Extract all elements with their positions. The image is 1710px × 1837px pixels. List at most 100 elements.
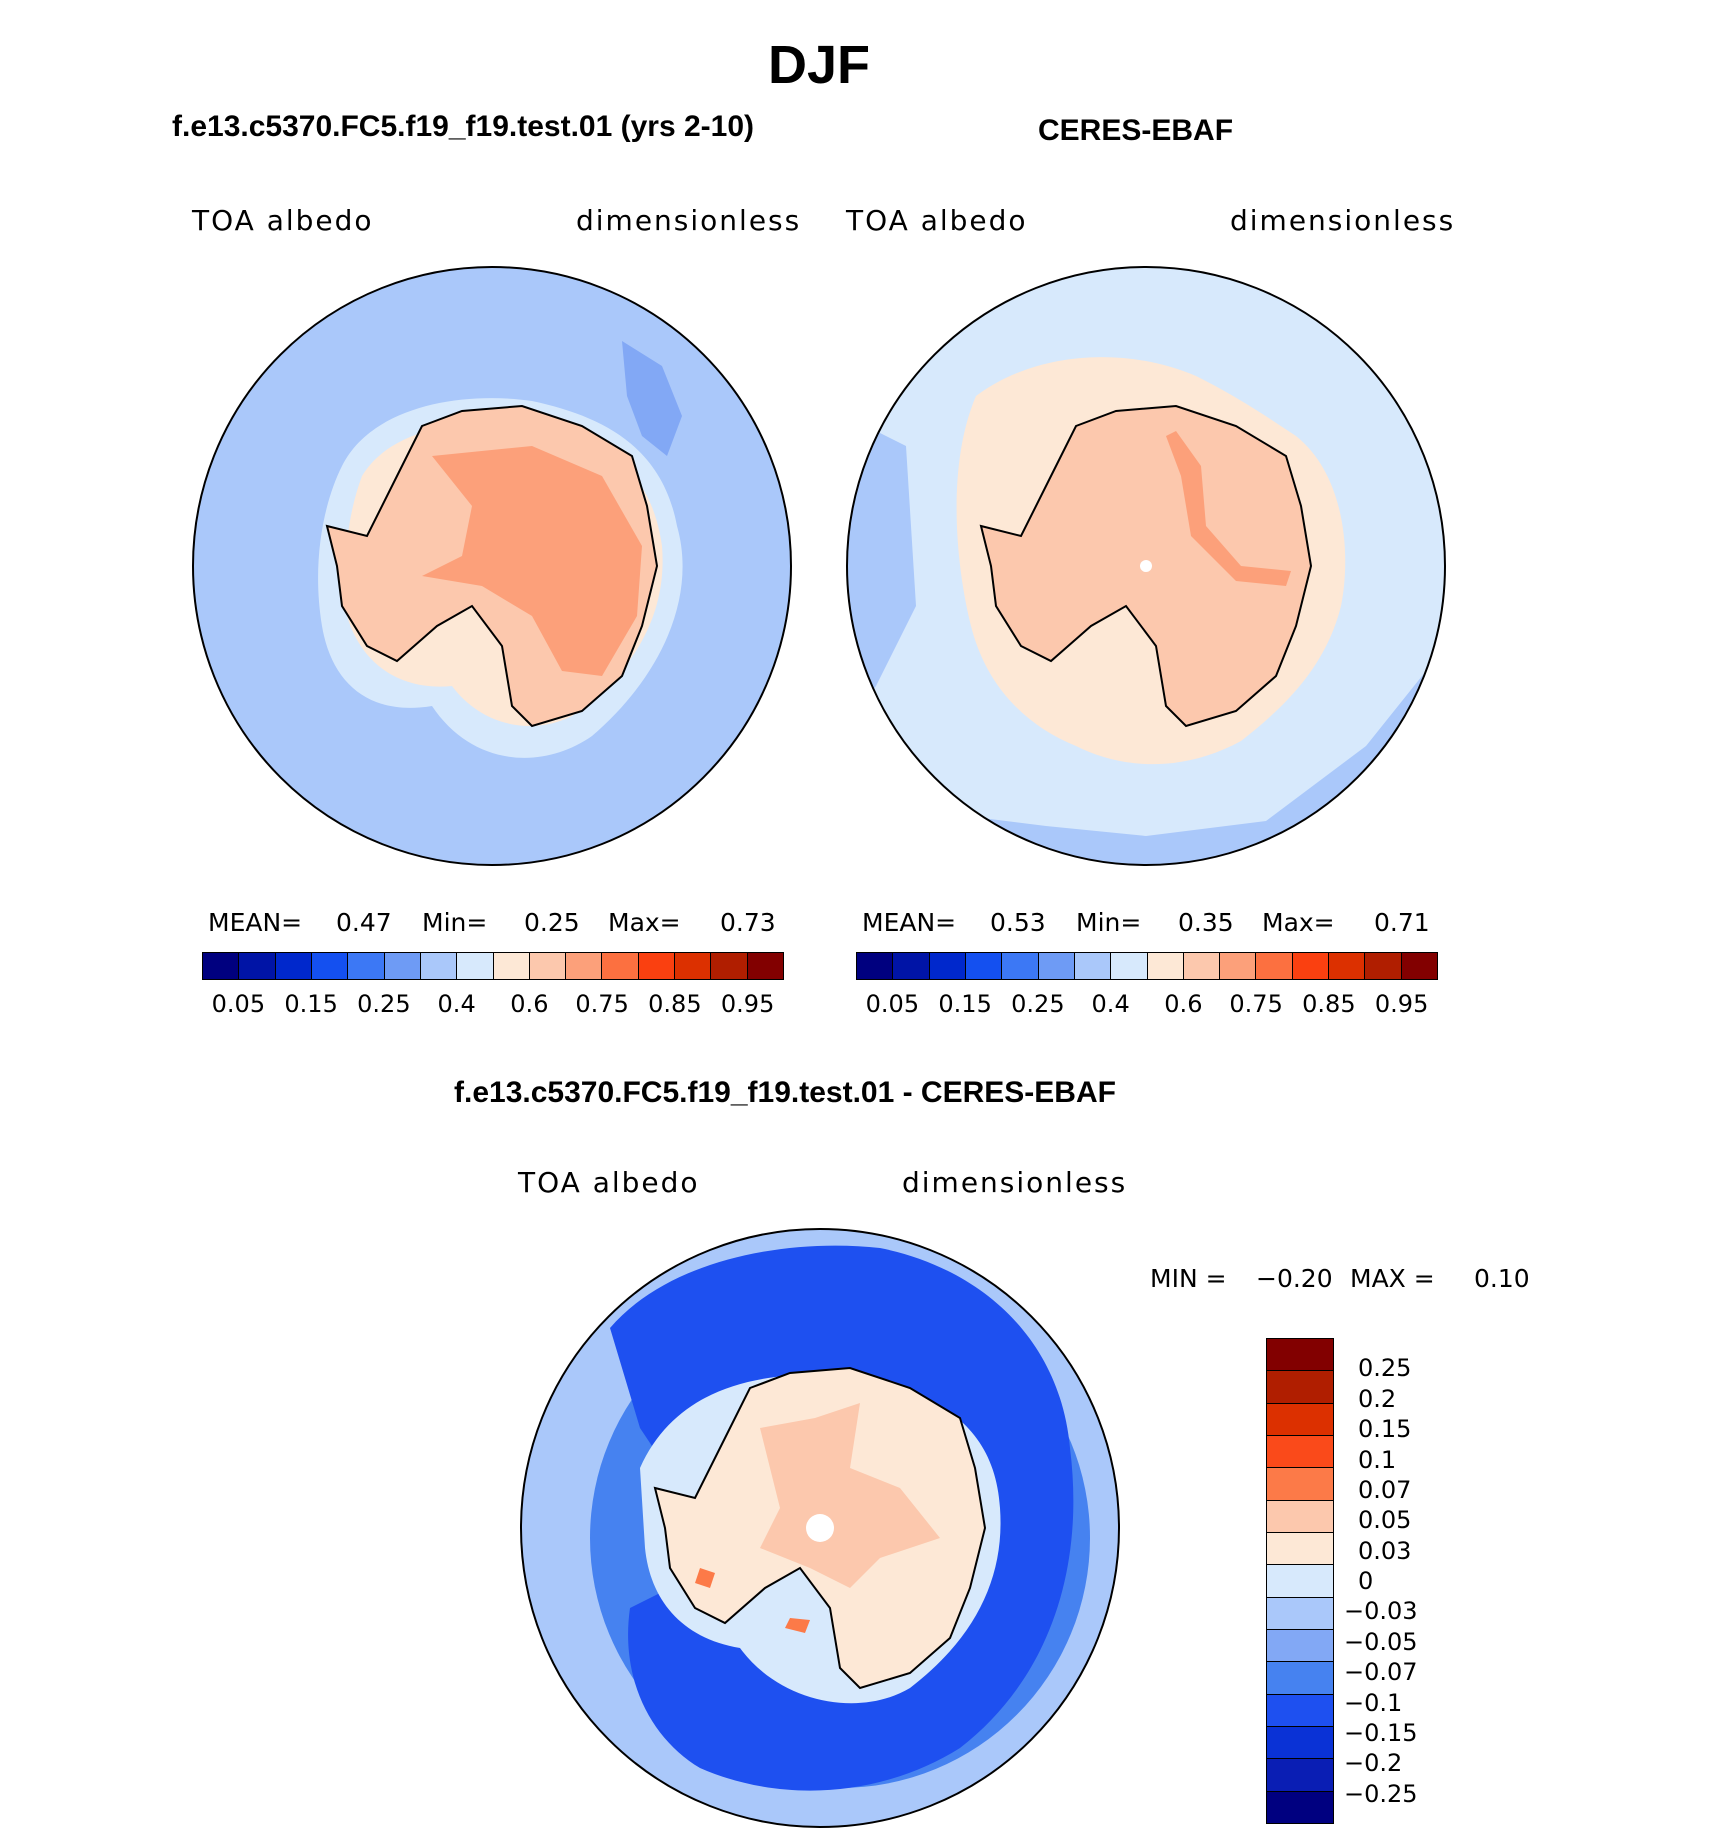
colorbar-swatch [311, 953, 349, 979]
colorbar-swatch [929, 953, 966, 979]
diff-polar-map [520, 1228, 1120, 1828]
diff-panel-units-label: dimensionless [902, 1166, 1128, 1199]
colorbar-swatch [566, 953, 603, 979]
panel-1-max-label: Max= [608, 908, 681, 937]
colorbar-swatch [493, 953, 530, 979]
colorbar-swatch [1267, 1791, 1333, 1823]
diff-min-label: MIN = [1150, 1264, 1227, 1293]
colorbar-tick-label: 0.95 [1374, 990, 1429, 1018]
colorbar-swatch [275, 953, 312, 979]
colorbar-swatch [1292, 953, 1330, 979]
diff-max-value: 0.10 [1474, 1264, 1530, 1293]
colorbar-tick-label: 0.85 [1302, 990, 1356, 1018]
colorbar-swatch [1267, 1339, 1333, 1372]
map-boundary-circle [520, 1228, 1120, 1828]
panel-2-min-label: Min= [1076, 908, 1142, 937]
panel-2-polar-map [846, 266, 1446, 866]
diff-min-value: −0.20 [1256, 1264, 1333, 1293]
map-boundary-circle [846, 266, 1446, 866]
diff-hotspot-1 [695, 1568, 715, 1588]
colorbar-swatch [529, 953, 567, 979]
panel-1-min-value: 0.25 [524, 908, 580, 937]
colorbar-tick-label: 0.2 [1358, 1384, 1397, 1413]
colorbar-swatch [1220, 953, 1257, 979]
colorbar-tick-label: 0.05 [211, 990, 266, 1018]
colorbar-tick-label: 0.05 [865, 990, 920, 1018]
colorbar-swatch [602, 953, 639, 979]
panel-2-mean-label: MEAN= [862, 908, 957, 937]
main-title: DJF [767, 35, 870, 95]
panel-1-colorbar-ticks: 0.05 0.15 0.25 0.4 0.6 0.75 0.85 0.95 [202, 990, 784, 1020]
obs-outer-band-south [847, 646, 1445, 865]
colorbar-swatch [675, 953, 712, 979]
colorbar-tick-label: −0.25 [1344, 1779, 1418, 1808]
panel-2-colorbar-ticks: 0.05 0.15 0.25 0.4 0.6 0.75 0.85 0.95 [856, 990, 1438, 1020]
diff-positive-region [760, 1403, 940, 1588]
colorbar-swatch [893, 953, 930, 979]
panel-2-max-value: 0.71 [1374, 908, 1430, 937]
colorbar-tick-label: 0.85 [648, 990, 702, 1018]
panel-1-max-value: 0.73 [720, 908, 776, 937]
colorbar-swatch [1267, 1403, 1333, 1436]
model-interior-core [422, 446, 642, 676]
colorbar-tick-label: 0.07 [1358, 1475, 1412, 1504]
colorbar-swatch [1267, 1726, 1333, 1760]
colorbar-swatch [1267, 1500, 1333, 1533]
colorbar-swatch [1267, 1597, 1333, 1630]
colorbar-swatch [711, 953, 748, 979]
colorbar-tick-label: 0.1 [1358, 1445, 1397, 1474]
colorbar-tick-label: 0.03 [1358, 1536, 1412, 1565]
diff-panel-title: f.e13.c5370.FC5.f19_f19.test.01 - CERES-… [454, 1076, 1116, 1109]
colorbar-swatch [1365, 953, 1402, 979]
colorbar-swatch [203, 953, 240, 979]
panel-1-mean-value: 0.47 [336, 908, 392, 937]
panel-1-units-label: dimensionless [576, 204, 802, 237]
panel-2-title: CERES-EBAF [1038, 114, 1234, 147]
diff-panel-variable-label: TOA albedo [518, 1166, 700, 1199]
colorbar-swatch [1111, 953, 1148, 979]
diff-hotspot-2 [785, 1618, 810, 1633]
colorbar-swatch [1267, 1468, 1333, 1501]
colorbar-swatch [1267, 1565, 1333, 1598]
panel-2-units-label: dimensionless [1230, 204, 1456, 237]
colorbar-swatch [1002, 953, 1039, 979]
obs-plateau-ridge [1166, 431, 1291, 586]
colorbar-tick-label: 0.15 [938, 990, 992, 1018]
colorbar-swatch [1074, 953, 1112, 979]
panel-1-min-label: Min= [422, 908, 488, 937]
colorbar-swatch [420, 953, 458, 979]
diff-pole-hole [806, 1514, 834, 1542]
colorbar-tick-label: 0 [1358, 1567, 1374, 1595]
model-ocean-patch [622, 341, 682, 456]
colorbar-tick-label: 0.95 [720, 990, 775, 1018]
colorbar-swatch [1267, 1532, 1333, 1566]
map-boundary-circle [192, 266, 792, 866]
obs-outer-band-west [847, 416, 916, 726]
panel-2-max-label: Max= [1262, 908, 1335, 937]
colorbar-swatch [1329, 953, 1366, 979]
colorbar-tick-label: −0.1 [1344, 1688, 1403, 1717]
colorbar-swatch [384, 953, 421, 979]
diff-colorbar-ticks: 0.25 0.2 0.15 0.1 0.07 0.05 0.03 0 −0.03 −0.05 −0.… [1344, 1338, 1464, 1824]
colorbar-tick-label: −0.07 [1344, 1658, 1418, 1687]
colorbar-swatch [1267, 1662, 1333, 1695]
colorbar-swatch [638, 953, 676, 979]
colorbar-swatch [1038, 953, 1075, 979]
colorbar-swatch [1256, 953, 1293, 979]
colorbar-tick-label: 0.4 [1091, 990, 1130, 1018]
colorbar-tick-label: 0.15 [284, 990, 338, 1018]
colorbar-tick-label: 0.05 [1358, 1506, 1412, 1535]
colorbar-tick-label: 0.25 [357, 990, 411, 1018]
panel-1-variable-label: TOA albedo [192, 204, 374, 237]
colorbar-tick-label: 0.4 [437, 990, 476, 1018]
colorbar-tick-label: −0.2 [1344, 1749, 1403, 1778]
panel-1-title: f.e13.c5370.FC5.f19_f19.test.01 (yrs 2-1… [172, 110, 755, 143]
panel-2-mean-value: 0.53 [990, 908, 1046, 937]
panel-2-min-value: 0.35 [1178, 908, 1234, 937]
panel-1-polar-map [192, 266, 792, 866]
colorbar-swatch [1183, 953, 1221, 979]
colorbar-swatch [1267, 1759, 1333, 1792]
colorbar-swatch [747, 953, 783, 979]
colorbar-swatch [965, 953, 1003, 979]
colorbar-swatch [1267, 1371, 1333, 1404]
